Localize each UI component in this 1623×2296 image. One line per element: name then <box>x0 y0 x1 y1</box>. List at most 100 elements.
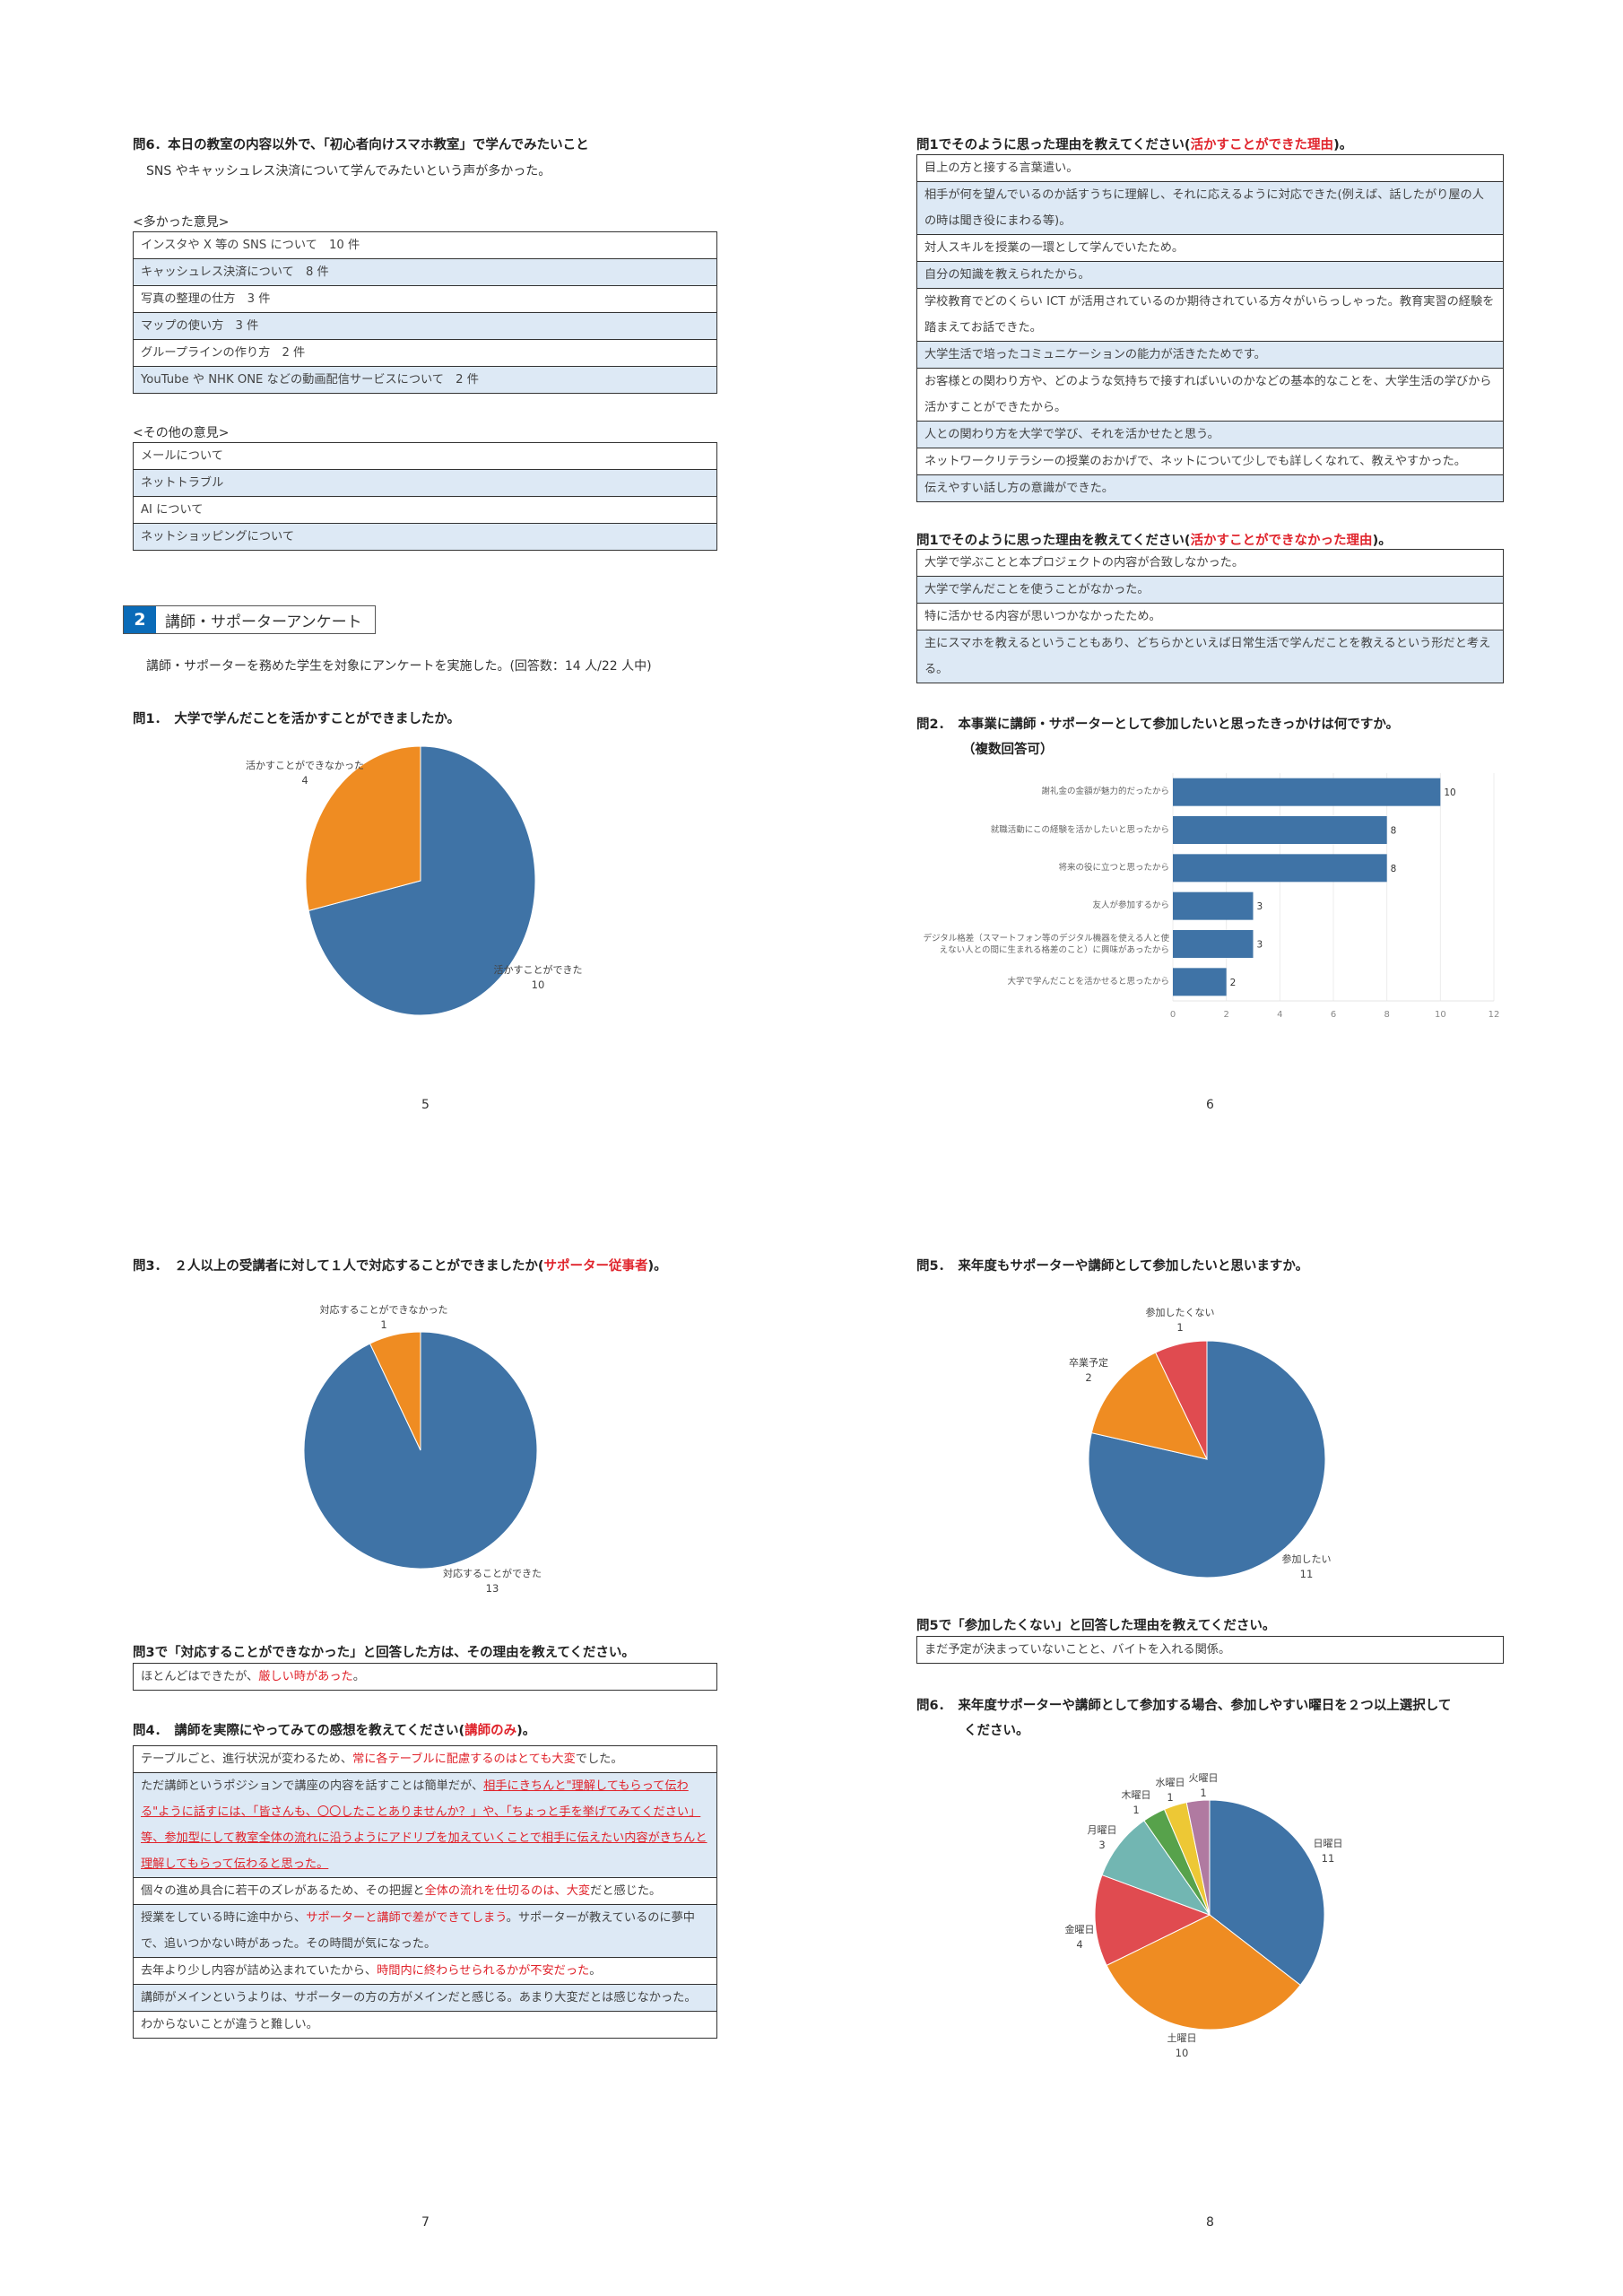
text-segment: ただ講師というポジションで講座の内容を話すことは簡単だが、 <box>141 1779 484 1793</box>
bar-category-label: 大学で学んだことを活かせると思ったから <box>1007 976 1169 987</box>
x-tick-label: 2 <box>1223 1010 1228 1020</box>
table-row: 主にスマホを教えるということもあり、どちらかといえば日常生活で学んだことを教える… <box>917 630 1503 683</box>
bar <box>1173 778 1441 806</box>
highlight-text: サポーターと講師で差ができてしまう <box>306 1911 507 1925</box>
table-row: 個々の進め具合に若干のズレがあるため、その把握と全体の流れを仕切るのは、大変だと… <box>134 1877 716 1904</box>
pie-label: 木曜日 1 <box>1122 1788 1151 1817</box>
table-row: 去年より少し内容が詰め込まれていたから、時間内に終わらせられるかが不安だった。 <box>134 1957 716 1984</box>
highlight-text: 常に各テーブルに配慮するのはとても大変 <box>352 1752 576 1766</box>
survey-intro: 講師・サポーターを務めた学生を対象にアンケートを実施した。(回答数：14 人/2… <box>146 659 652 674</box>
x-tick-label: 10 <box>1435 1010 1446 1020</box>
data-label-value: 3 <box>1098 1839 1106 1851</box>
q6-day-title-line2: ください。 <box>964 1724 1029 1738</box>
table-row: 目上の方と接する言葉遣い。 <box>924 161 1079 175</box>
pie-label: 活かすことができた 10 <box>494 963 583 992</box>
data-label-category: 火曜日 <box>1188 1772 1219 1784</box>
q2-title: 問2． 本事業に講師・サポーターとして参加したいと思ったきっかけは何ですか。 <box>916 718 1400 732</box>
table-row: AI について <box>134 496 716 523</box>
data-label-category: 活かすことができなかった <box>246 760 364 771</box>
pie-label: 日曜日 11 <box>1314 1837 1343 1866</box>
highlight-text: 講師のみ <box>464 1724 517 1738</box>
q1-no-reason-table: 大学で学ぶことと本プロジェクトの内容が合致しなかった。 大学で学んだことを使うこと… <box>916 549 1504 683</box>
pie-label: 参加したくない 1 <box>1146 1306 1215 1335</box>
text-segment: 問4． 講師を実際にやってみての感想を教えてください( <box>133 1724 465 1738</box>
table-row: キャッシュレス決済について 8 件 <box>134 258 716 285</box>
pie-slice-q1-1 <box>305 745 421 912</box>
data-label-category: 日曜日 <box>1313 1838 1343 1849</box>
bar-value-label: 10 <box>1444 787 1455 798</box>
x-tick-label: 0 <box>1170 1010 1176 1020</box>
q6-title: 問6．本日の教室の内容以外で、「初心者向けスマホ教室」で学んでみたいこと <box>133 138 589 152</box>
q1-yes-reason-table: 目上の方と接する言葉遣い。 相手が何を望んでいるのか話すうちに理解し、それに応える… <box>916 154 1504 502</box>
text-segment: )。 <box>516 1724 536 1738</box>
text-segment: 。 <box>589 1964 602 1978</box>
data-label-category: 水曜日 <box>1155 1777 1185 1788</box>
table-row: 人との関わり方を大学で学び、それを活かせたと思う。 <box>917 421 1503 448</box>
text-segment: だと感じた。 <box>590 1884 662 1898</box>
data-label-value: 1 <box>380 1318 387 1331</box>
table-row: ネットワークリテラシーの授業のおかげで、ネットについて少しでも詳しくなれて、教え… <box>917 448 1503 474</box>
page-number: 6 <box>1206 1098 1214 1112</box>
q5-title: 問5． 来年度もサポーターや講師として参加したいと思いますか。 <box>916 1259 1309 1274</box>
table-row: 学校教育でどのくらい ICT が活用されているのか期待されている方々がいらっしゃ… <box>917 288 1503 341</box>
data-label-value: 1 <box>1176 1321 1184 1334</box>
bar-category-label: 友人が参加するから <box>1092 900 1169 911</box>
x-tick-label: 6 <box>1331 1010 1336 1020</box>
pie-slice-q5-2 <box>1155 1340 1208 1460</box>
pie-label: 対応することができなかった 1 <box>320 1303 448 1332</box>
data-label-category: 卒業予定 <box>1069 1357 1108 1369</box>
pie-label: 月曜日 3 <box>1088 1823 1117 1852</box>
data-label-value: 1 <box>1200 1787 1207 1799</box>
bar-category-label: 謝礼金の金額が魅力的だったから <box>1041 787 1169 797</box>
page-number: 8 <box>1206 2215 1214 2230</box>
pie-slice-q3-1 <box>369 1331 421 1451</box>
table-row: グループラインの作り方 2 件 <box>134 339 716 366</box>
q5-reason-table: まだ予定が決まっていないことと、バイトを入れる関係。 <box>916 1636 1504 1664</box>
table-row: 自分の知識を教えられたから。 <box>917 261 1503 288</box>
table-row: 大学生活で培ったコミュニケーションの能力が活きたためです。 <box>917 341 1503 368</box>
q3-reason-table: ほとんどはできたが、厳しい時があった。 <box>133 1663 717 1691</box>
data-label-value: 10 <box>531 978 545 991</box>
data-label-category: 木曜日 <box>1121 1789 1151 1801</box>
many-opinions-table: インスタや X 等の SNS について 10 件キャッシュレス決済について 8 … <box>133 231 717 394</box>
data-label-category: 対応することができた <box>443 1568 542 1579</box>
table-row: 特に活かせる内容が思いつかなかったため。 <box>917 603 1503 630</box>
table-row: インスタや X 等の SNS について 10 件 <box>141 239 360 252</box>
table-row: ただ講師というポジションで講座の内容を話すことは簡単だが、相手にきちんと"理解し… <box>134 1772 716 1877</box>
text-segment: )。 <box>1333 138 1353 152</box>
bar-category-label: デジタル格差（スマートフォン等のデジタル機器を使える人と使えない人との間に生まれ… <box>923 933 1169 955</box>
data-label-category: 金曜日 <box>1064 1924 1095 1935</box>
highlight-text: サポーター従事者 <box>543 1259 648 1274</box>
pie-label: 水曜日 1 <box>1156 1776 1185 1805</box>
text-segment: 個々の進め具合に若干のズレがあるため、その把握と <box>141 1884 425 1898</box>
table-row: 対人スキルを授業の一環として学んでいたため。 <box>917 234 1503 261</box>
table-row: ほとんどはできたが、厳しい時があった。 <box>134 1664 716 1690</box>
text-segment: )。 <box>1372 534 1392 548</box>
table-row: テーブルごと、進行状況が変わるため、常に各テーブルに配慮するのはとても大変でした… <box>134 1746 716 1772</box>
highlight-text: 活かすことができた理由 <box>1190 138 1334 152</box>
bar <box>1173 930 1254 958</box>
highlight-text: 活かすことができなかった理由 <box>1190 534 1373 548</box>
pie-slice-q6-2 <box>1094 1874 1211 1967</box>
pie-label: 土曜日 10 <box>1167 2031 1197 2060</box>
pie-slice-q6-1 <box>1106 1914 1301 2031</box>
table-row: お客様との関わり方や、どのような気持ちで接すればいいのかなどの基本的なことを、大… <box>917 368 1503 421</box>
text-segment: テーブルごと、進行状況が変わるため、 <box>141 1752 353 1766</box>
table-row: 伝えやすい話し方の意識ができた。 <box>917 474 1503 501</box>
bar <box>1173 968 1227 996</box>
table-row: YouTube や NHK ONE などの動画配信サービスについて 2 件 <box>134 366 716 393</box>
bar-value-label: 8 <box>1391 826 1397 837</box>
page-number: 5 <box>421 1098 430 1112</box>
text-segment: 去年より少し内容が詰め込まれていたから、 <box>141 1964 378 1978</box>
q6-summary: SNS やキャッシュレス決済について学んでみたいという声が多かった。 <box>146 164 551 178</box>
text-segment: ほとんどはできたが、 <box>141 1670 259 1683</box>
bar <box>1173 891 1254 920</box>
section-title: 講師・サポーターアンケート <box>156 606 375 633</box>
text-segment: でした。 <box>575 1752 623 1766</box>
table-row: わからないことが違うと難しい。 <box>134 2011 716 2038</box>
other-opinions-table: メールについて ネットトラブル AI について ネットショッピングについて <box>133 442 717 551</box>
pie-label: 活かすことができなかった 4 <box>246 759 364 787</box>
pie-label: 卒業予定 2 <box>1069 1356 1108 1385</box>
data-label-category: 月曜日 <box>1087 1824 1117 1836</box>
